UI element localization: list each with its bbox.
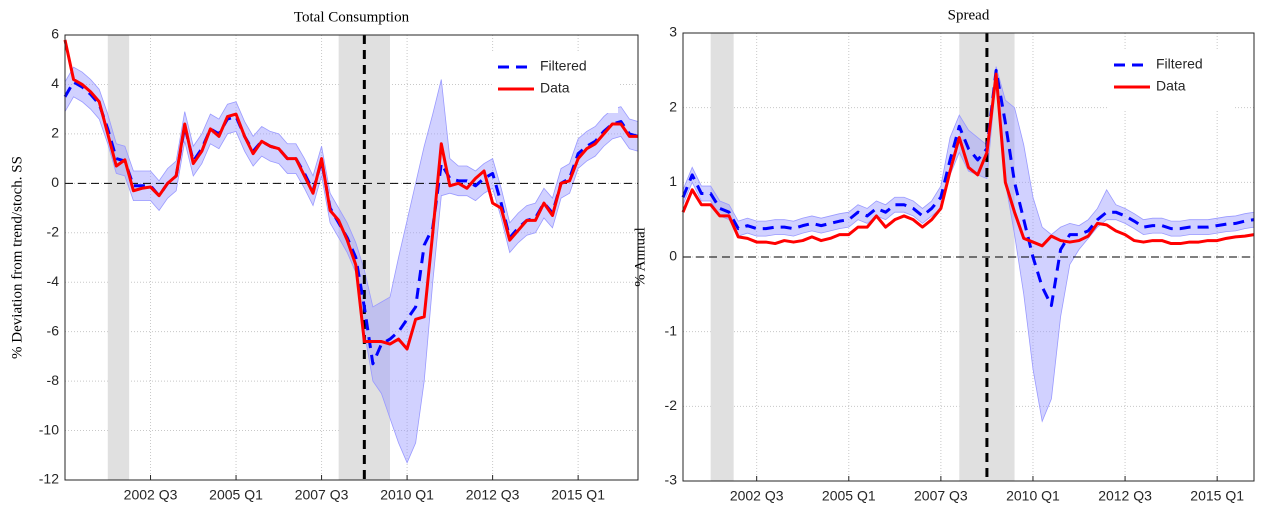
- x-tick-label: 2002 Q3: [730, 488, 784, 504]
- x-tick-label: 2012 Q3: [1098, 488, 1152, 504]
- y-tick-label: 1: [669, 173, 677, 189]
- y-tick-label: -12: [39, 471, 59, 487]
- series-line: [681, 68, 1255, 308]
- y-tick-label: 4: [51, 75, 59, 91]
- series-line: [63, 39, 638, 351]
- legend-label: Filtered: [1156, 56, 1203, 72]
- x-tick-label: 2005 Q1: [209, 487, 263, 503]
- y-tick-label: 0: [669, 248, 677, 264]
- x-tick-label: 2005 Q1: [822, 488, 876, 504]
- y-tick-label: -10: [39, 421, 59, 437]
- y-tick-label: -3: [665, 472, 678, 488]
- y-tick-label: 3: [669, 24, 677, 40]
- x-tick-label: 2007 Q3: [295, 487, 349, 503]
- x-tick-label: 2010 Q1: [1006, 488, 1060, 504]
- plot-frame: [64, 34, 639, 481]
- legend-label: Filtered: [540, 58, 587, 74]
- recession-shade: [107, 35, 130, 480]
- y-tick-label: -2: [665, 397, 678, 413]
- x-tick-label: 2015 Q1: [1190, 488, 1244, 504]
- y-tick-label: 2: [51, 125, 59, 141]
- legend-label: Data: [1156, 78, 1186, 94]
- x-tick-label: 2015 Q1: [551, 487, 605, 503]
- legend-label: Data: [540, 80, 570, 96]
- legend-box: [1108, 51, 1234, 111]
- y-tick-label: -8: [47, 372, 60, 388]
- y-axis-label: % Deviation from trend/stoch. SS: [9, 156, 25, 359]
- y-tick-label: 0: [51, 174, 59, 190]
- y-tick-label: -6: [47, 322, 60, 338]
- x-tick-label: 2012 Q3: [466, 487, 520, 503]
- y-tick-label: -2: [47, 223, 60, 239]
- series-line: [681, 72, 1255, 248]
- chart-title: Total Consumption: [294, 9, 410, 25]
- x-tick-label: 2010 Q1: [380, 487, 434, 503]
- y-tick-label: 2: [669, 98, 677, 114]
- chart-title: Spread: [948, 7, 990, 23]
- x-tick-label: 2002 Q3: [124, 487, 178, 503]
- y-tick-label: 6: [51, 26, 59, 42]
- y-tick-label: -4: [47, 273, 60, 289]
- y-axis-label: % Annual: [632, 227, 648, 287]
- plot-frame: [682, 32, 1255, 482]
- y-tick-label: -1: [665, 322, 678, 338]
- recession-shade: [338, 35, 390, 480]
- x-tick-label: 2007 Q3: [914, 488, 968, 504]
- legend-box: [492, 53, 618, 113]
